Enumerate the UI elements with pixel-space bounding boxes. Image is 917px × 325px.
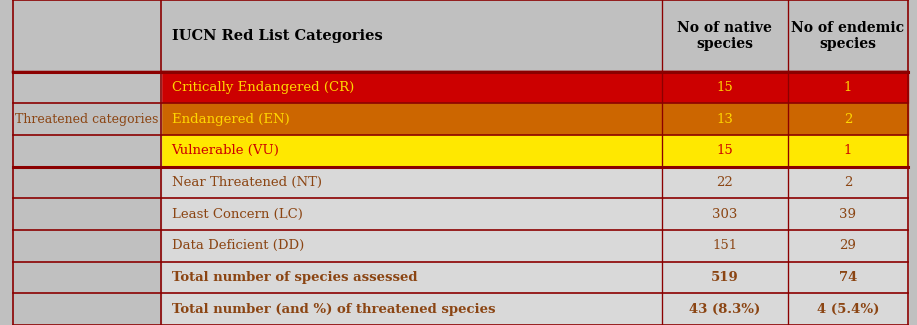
Text: 4 (5.4%): 4 (5.4%) [817,303,879,316]
Text: 1: 1 [844,81,852,94]
Bar [160,230,909,262]
Text: 13: 13 [716,112,734,125]
Text: Near Threatened (NT): Near Threatened (NT) [171,176,322,189]
Bar [160,293,909,325]
Text: 303: 303 [713,208,737,221]
Bar [160,262,909,293]
Bar [13,198,160,230]
Text: Total number (and %) of threatened species: Total number (and %) of threatened speci… [171,303,495,316]
Text: Endangered (EN): Endangered (EN) [171,112,289,125]
Bar [13,262,160,293]
Text: 39: 39 [839,208,856,221]
Bar [160,72,909,103]
Text: Data Deficient (DD): Data Deficient (DD) [171,239,304,252]
Text: No of native
species: No of native species [678,21,772,51]
Text: 74: 74 [839,271,857,284]
Text: 43 (8.3%): 43 (8.3%) [690,303,760,316]
Text: Total number of species assessed: Total number of species assessed [171,271,417,284]
Text: 151: 151 [713,239,737,252]
Bar [13,166,160,198]
Text: 15: 15 [716,144,734,157]
Text: 2: 2 [844,176,852,189]
Bar [13,293,160,325]
Text: 2: 2 [844,112,852,125]
Text: 22: 22 [716,176,734,189]
Text: 15: 15 [716,81,734,94]
Bar [160,135,909,167]
Text: Vulnerable (VU): Vulnerable (VU) [171,144,280,157]
Text: Least Concern (LC): Least Concern (LC) [171,208,303,221]
Bar [160,0,909,72]
Bar [13,103,160,135]
Text: IUCN Red List Categories: IUCN Red List Categories [171,29,382,43]
Bar [13,0,160,325]
Bar [160,198,909,230]
Bar [160,166,909,198]
Bar [160,103,909,135]
Text: Critically Endangered (CR): Critically Endangered (CR) [171,81,354,94]
Text: 29: 29 [840,239,856,252]
Text: 519: 519 [711,271,739,284]
Bar [13,230,160,262]
Bar [13,72,160,103]
Text: 1: 1 [844,144,852,157]
Bar [13,135,160,167]
Text: Threatened categories: Threatened categories [16,112,159,125]
Text: No of endemic
species: No of endemic species [791,21,904,51]
